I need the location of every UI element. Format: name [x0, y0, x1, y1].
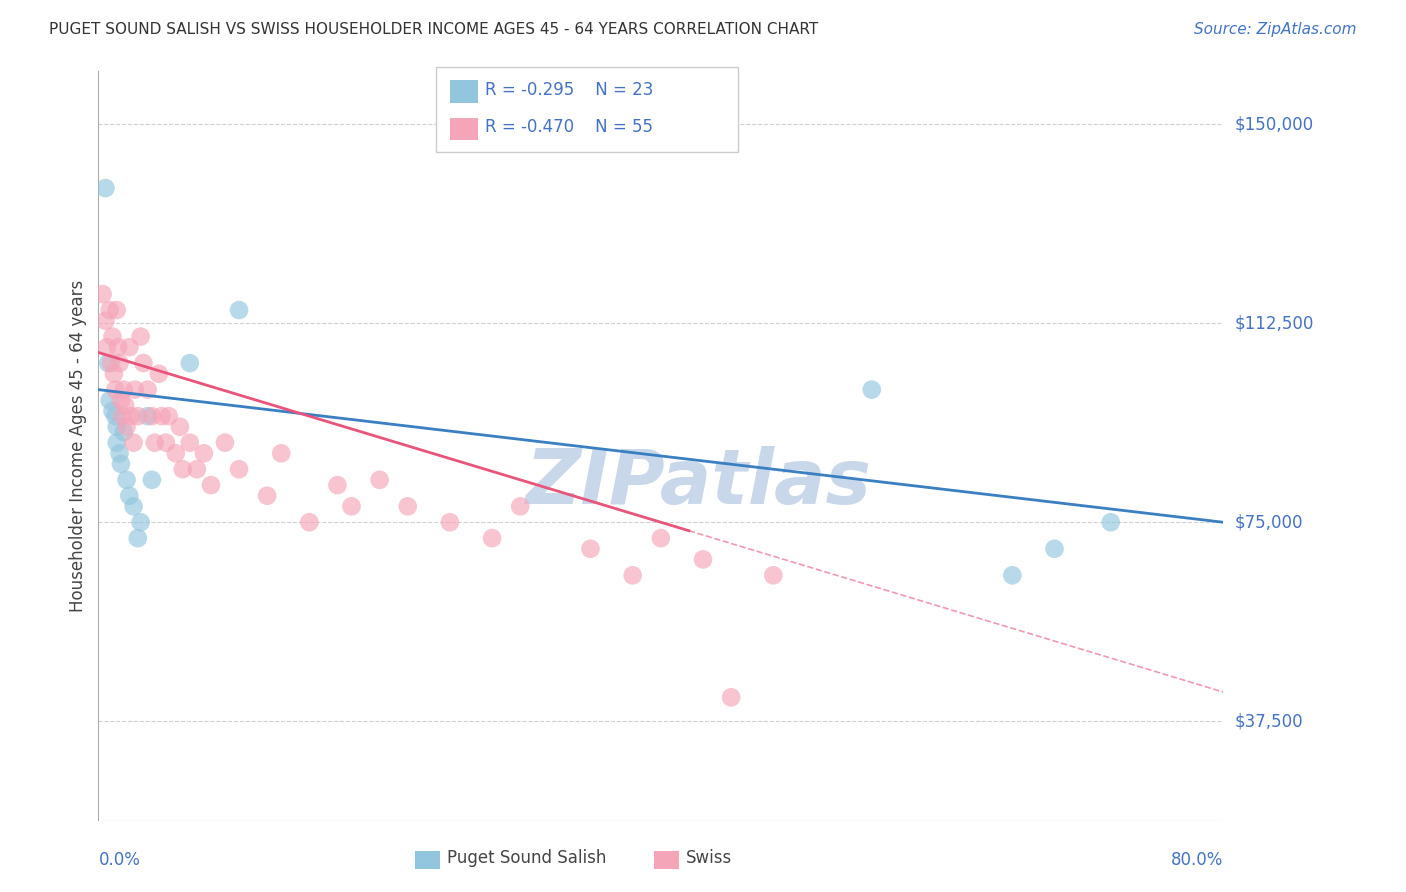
Point — [228, 303, 250, 318]
Point — [228, 462, 250, 476]
Point — [439, 515, 461, 529]
Point — [200, 478, 222, 492]
Point — [368, 473, 391, 487]
Point — [105, 435, 128, 450]
Point — [111, 409, 134, 424]
Point — [141, 473, 163, 487]
Point — [127, 409, 149, 424]
Point — [860, 383, 883, 397]
Point — [107, 340, 129, 354]
Point — [118, 489, 141, 503]
Point — [621, 568, 644, 582]
Point — [115, 419, 138, 434]
Point — [150, 409, 173, 424]
Point — [122, 500, 145, 514]
Point — [105, 303, 128, 318]
Text: R = -0.295    N = 23: R = -0.295 N = 23 — [485, 81, 654, 99]
Point — [270, 446, 292, 460]
Point — [101, 404, 124, 418]
Point — [110, 457, 132, 471]
Point — [103, 367, 125, 381]
Point — [104, 383, 127, 397]
Point — [165, 446, 187, 460]
Text: 80.0%: 80.0% — [1171, 851, 1223, 869]
Point — [169, 419, 191, 434]
Point — [129, 515, 152, 529]
Point — [720, 690, 742, 705]
Point — [340, 500, 363, 514]
Point — [124, 383, 146, 397]
Point — [172, 462, 194, 476]
Point — [108, 356, 131, 370]
Point — [114, 399, 136, 413]
Point — [509, 500, 531, 514]
Point — [762, 568, 785, 582]
Text: Puget Sound Salish: Puget Sound Salish — [447, 849, 606, 867]
Point — [129, 329, 152, 343]
Y-axis label: Householder Income Ages 45 - 64 years: Householder Income Ages 45 - 64 years — [69, 280, 87, 612]
Point — [104, 409, 127, 424]
Point — [1099, 515, 1122, 529]
Point — [108, 446, 131, 460]
Point — [179, 435, 201, 450]
Text: R = -0.470    N = 55: R = -0.470 N = 55 — [485, 118, 652, 136]
Text: $37,500: $37,500 — [1234, 712, 1303, 731]
Point — [579, 541, 602, 556]
Point — [143, 435, 166, 450]
Point — [127, 531, 149, 545]
Point — [650, 531, 672, 545]
Text: $75,000: $75,000 — [1234, 513, 1303, 532]
Point — [100, 356, 122, 370]
Point — [298, 515, 321, 529]
Point — [110, 393, 132, 408]
Point — [214, 435, 236, 450]
Point — [148, 367, 170, 381]
Text: $150,000: $150,000 — [1234, 115, 1313, 134]
Point — [91, 287, 114, 301]
Point — [132, 356, 155, 370]
Point — [396, 500, 419, 514]
Point — [256, 489, 278, 503]
Text: $112,500: $112,500 — [1234, 314, 1313, 333]
Point — [326, 478, 349, 492]
Point — [96, 340, 118, 354]
Point — [112, 383, 135, 397]
Point — [481, 531, 503, 545]
Point — [141, 409, 163, 424]
Point — [118, 340, 141, 354]
Point — [1043, 541, 1066, 556]
Point — [157, 409, 180, 424]
Text: Swiss: Swiss — [686, 849, 733, 867]
Point — [692, 552, 714, 566]
Point — [94, 181, 117, 195]
Point — [122, 435, 145, 450]
Point — [97, 356, 120, 370]
Point — [94, 314, 117, 328]
Point — [193, 446, 215, 460]
Point — [105, 419, 128, 434]
Text: ZIPatlas: ZIPatlas — [526, 447, 872, 520]
Point — [115, 473, 138, 487]
Point — [112, 425, 135, 439]
Text: 0.0%: 0.0% — [98, 851, 141, 869]
Point — [1001, 568, 1024, 582]
Point — [120, 409, 142, 424]
Point — [101, 329, 124, 343]
Point — [136, 409, 159, 424]
Point — [186, 462, 208, 476]
Text: Source: ZipAtlas.com: Source: ZipAtlas.com — [1194, 22, 1357, 37]
Point — [179, 356, 201, 370]
Point — [98, 303, 121, 318]
Point — [155, 435, 177, 450]
Text: PUGET SOUND SALISH VS SWISS HOUSEHOLDER INCOME AGES 45 - 64 YEARS CORRELATION CH: PUGET SOUND SALISH VS SWISS HOUSEHOLDER … — [49, 22, 818, 37]
Point — [98, 393, 121, 408]
Point — [136, 383, 159, 397]
